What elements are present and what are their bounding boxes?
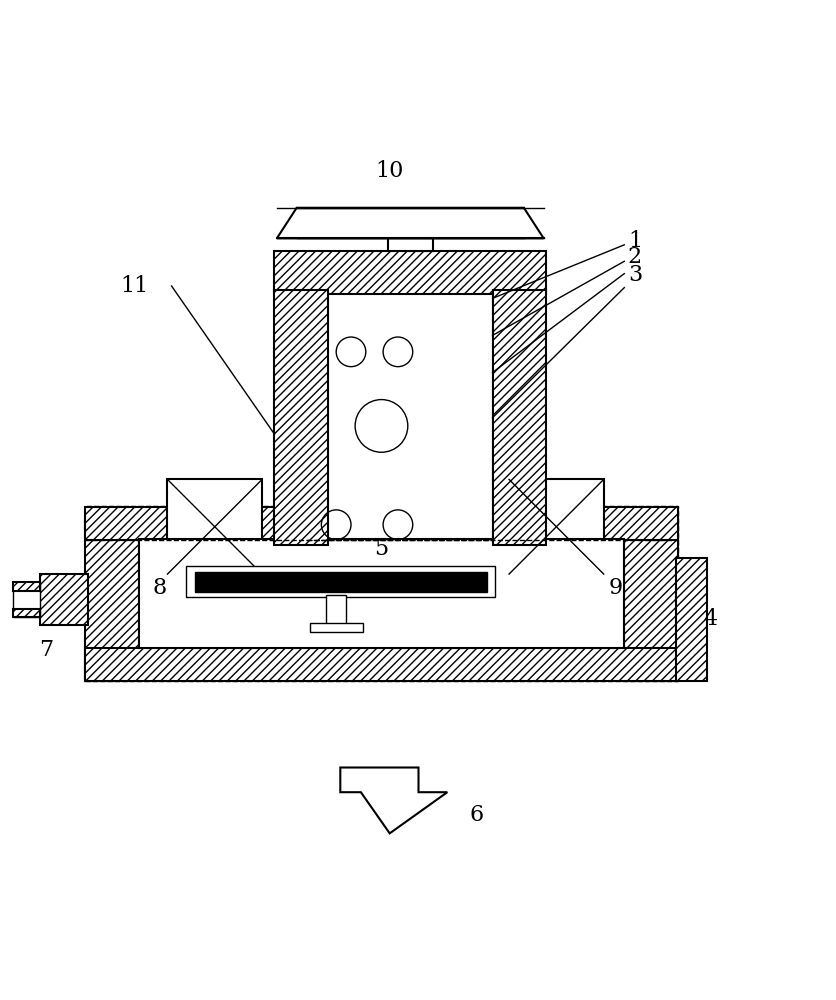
Bar <box>492 290 545 545</box>
Bar <box>167 479 262 574</box>
Bar <box>85 648 677 681</box>
Bar <box>195 572 487 592</box>
Bar <box>307 290 492 541</box>
Bar <box>186 566 494 597</box>
Text: 6: 6 <box>468 804 482 826</box>
Bar <box>40 574 88 625</box>
Text: 9: 9 <box>609 577 622 599</box>
Text: 10: 10 <box>375 160 404 182</box>
Bar <box>85 506 677 681</box>
Text: 3: 3 <box>627 264 641 286</box>
Text: 2: 2 <box>627 246 641 268</box>
Text: 1: 1 <box>627 230 641 252</box>
Text: 5: 5 <box>374 538 388 560</box>
Bar <box>85 507 677 540</box>
Polygon shape <box>340 768 446 833</box>
Bar <box>508 479 603 574</box>
Text: 7: 7 <box>39 639 54 661</box>
Bar <box>624 521 677 681</box>
Text: 4: 4 <box>703 608 717 630</box>
Bar <box>388 238 433 251</box>
Bar <box>326 595 345 625</box>
Polygon shape <box>277 208 543 238</box>
Bar <box>85 521 139 681</box>
Text: 11: 11 <box>120 275 149 297</box>
Bar <box>675 558 706 681</box>
Bar <box>13 582 40 617</box>
Bar <box>13 582 40 591</box>
Bar <box>274 290 328 545</box>
Bar <box>13 609 40 617</box>
Text: 8: 8 <box>152 577 166 599</box>
Bar <box>309 623 362 632</box>
Bar <box>139 539 624 648</box>
Bar <box>274 251 545 294</box>
